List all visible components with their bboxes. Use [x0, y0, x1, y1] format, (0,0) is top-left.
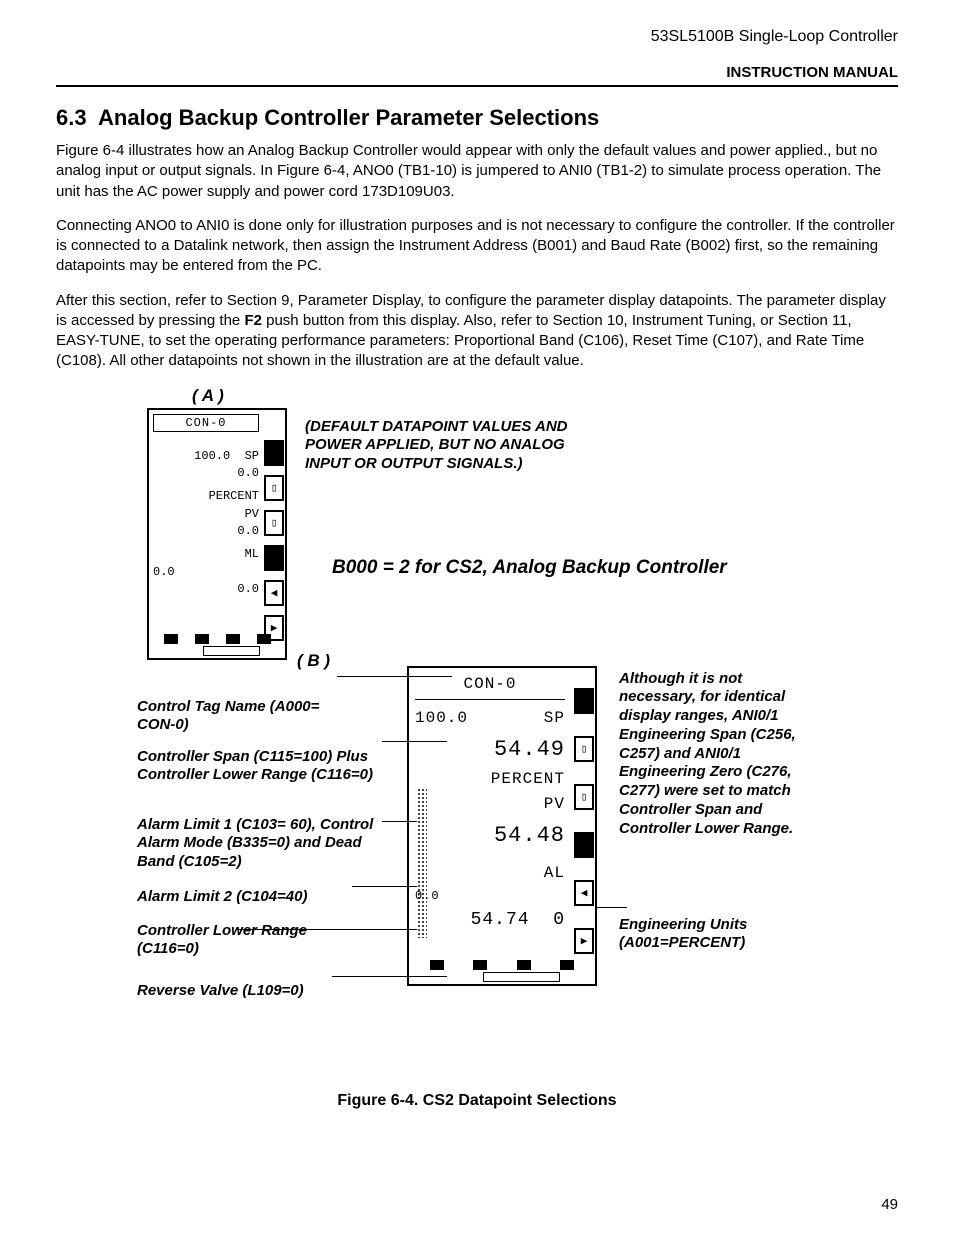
- panel-b-pv-label: PV: [415, 792, 565, 818]
- figure-label-b: ( B ): [297, 651, 330, 671]
- panel-a-key: [257, 634, 271, 644]
- section-heading: 6.3 Analog Backup Controller Parameter S…: [56, 105, 898, 131]
- header-doctype: INSTRUCTION MANUAL: [56, 64, 898, 81]
- ann-b000: B000 = 2 for CS2, Analog Backup Controll…: [332, 556, 762, 580]
- panel-a-footer-keys: [155, 634, 279, 644]
- panel-a-sp-val: 0.0: [153, 465, 259, 482]
- leader-line: [382, 821, 417, 822]
- panel-b-key: [560, 960, 574, 970]
- panel-b-al-label: AL: [415, 861, 565, 887]
- figure-label-a: ( A ): [192, 386, 224, 406]
- panel-a-key: [164, 634, 178, 644]
- faceplate-b: CON-0 100.0SP 54.49 PERCENT PV 54.48 AL …: [407, 666, 597, 986]
- panel-a-ml-label: ML: [153, 546, 259, 563]
- header-rule: [56, 85, 898, 87]
- panel-a-btn-3: ▯: [264, 510, 284, 536]
- ann-valve: Reverse Valve (L109=0): [137, 982, 357, 1001]
- panel-a-sp-label: SP: [245, 449, 259, 463]
- panel-a-key: [195, 634, 209, 644]
- figure-caption: Figure 6-4. CS2 Datapoint Selections: [56, 1092, 898, 1110]
- panel-a-pv-val: 0.0: [153, 523, 259, 540]
- panel-b-sp-val: 54.49: [415, 732, 565, 767]
- section-title-text: Analog Backup Controller Parameter Selec…: [98, 105, 599, 130]
- panel-a-units: PERCENT: [153, 488, 259, 505]
- ann-alarm2: Alarm Limit 2 (C104=40): [137, 888, 357, 907]
- ann-right-note: Although it is not necessary, for identi…: [619, 670, 819, 839]
- panel-b-sp-hi: 100.0: [415, 706, 468, 732]
- panel-a-footer-slot: [203, 646, 259, 656]
- panel-a-key: [226, 634, 240, 644]
- panel-b-footer-slot: [483, 972, 559, 982]
- panel-b-pv-val: 54.48: [415, 818, 565, 853]
- panel-b-buttons: ▯ ▯ ◀ ▶: [574, 688, 592, 954]
- panel-b-readout: CON-0 100.0SP 54.49 PERCENT PV 54.48 AL …: [415, 672, 565, 935]
- header-product: 53SL5100B Single-Loop Controller: [56, 28, 898, 46]
- panel-b-btn-4: [574, 832, 594, 858]
- ann-default-note: (DEFAULT DATAPOINT VALUES AND POWER APPL…: [305, 418, 595, 474]
- paragraph-1: Figure 6-4 illustrates how an Analog Bac…: [56, 141, 898, 202]
- page-number: 49: [881, 1196, 898, 1213]
- paragraph-2: Connecting ANO0 to ANI0 is done only for…: [56, 216, 898, 277]
- page: 53SL5100B Single-Loop Controller INSTRUC…: [0, 0, 954, 1235]
- panel-b-sp-label: SP: [544, 709, 565, 727]
- leader-line: [337, 676, 452, 677]
- paragraph-3-bold: F2: [244, 312, 262, 329]
- panel-b-btn-3: ▯: [574, 784, 594, 810]
- ann-eng-units: Engineering Units (A001=PERCENT): [619, 916, 819, 954]
- panel-b-units: PERCENT: [415, 767, 565, 793]
- panel-b-key: [517, 960, 531, 970]
- ann-controller-span: Controller Span (C115=100) Plus Controll…: [137, 748, 387, 786]
- leader-line: [332, 976, 447, 977]
- panel-a-sp-hi: 100.0: [194, 449, 230, 463]
- section-number: 6.3: [56, 105, 87, 130]
- leader-line: [597, 907, 627, 908]
- panel-b-key: [473, 960, 487, 970]
- panel-a-pv-label: PV: [153, 506, 259, 523]
- leader-line: [352, 886, 417, 887]
- leader-line: [382, 741, 447, 742]
- panel-a-btn-4: [264, 545, 284, 571]
- panel-a-ml-lo: 0.0: [153, 565, 175, 579]
- panel-b-out-pct: 0: [553, 910, 565, 930]
- panel-b-footer-keys: [415, 960, 589, 970]
- faceplate-a: CON-0 100.0 SP 0.0 PERCENT PV 0.0 ML 0.0…: [147, 408, 287, 660]
- panel-b-btn-1: [574, 688, 594, 714]
- panel-b-btn-6: ▶: [574, 928, 594, 954]
- paragraph-3: After this section, refer to Section 9, …: [56, 291, 898, 372]
- panel-b-btn-5: ◀: [574, 880, 594, 906]
- panel-b-dot-scale: [417, 788, 427, 938]
- panel-a-btn-1: [264, 440, 284, 466]
- panel-a-tag: CON-0: [153, 414, 259, 432]
- panel-a-btn-2: ▯: [264, 475, 284, 501]
- ann-control-tag: Control Tag Name (A000= CON-0): [137, 698, 337, 736]
- panel-a-readout: 100.0 SP 0.0 PERCENT PV 0.0 ML 0.0 0.0: [153, 448, 259, 599]
- panel-b-btn-2: ▯: [574, 736, 594, 762]
- panel-a-buttons: ▯ ▯ ◀ ▶: [264, 440, 282, 641]
- figure-6-4: ( A ) ( B ) CON-0 100.0 SP 0.0 PERCENT P…: [137, 386, 817, 1086]
- panel-a-ml-val: 0.0: [153, 581, 259, 598]
- panel-a-btn-5: ◀: [264, 580, 284, 606]
- panel-b-key: [430, 960, 444, 970]
- ann-lower-range: Controller Lower Range (C116=0): [137, 922, 357, 960]
- panel-b-out-val: 54.74: [471, 910, 530, 930]
- ann-alarm1: Alarm Limit 1 (C103= 60), Control Alarm …: [137, 816, 387, 872]
